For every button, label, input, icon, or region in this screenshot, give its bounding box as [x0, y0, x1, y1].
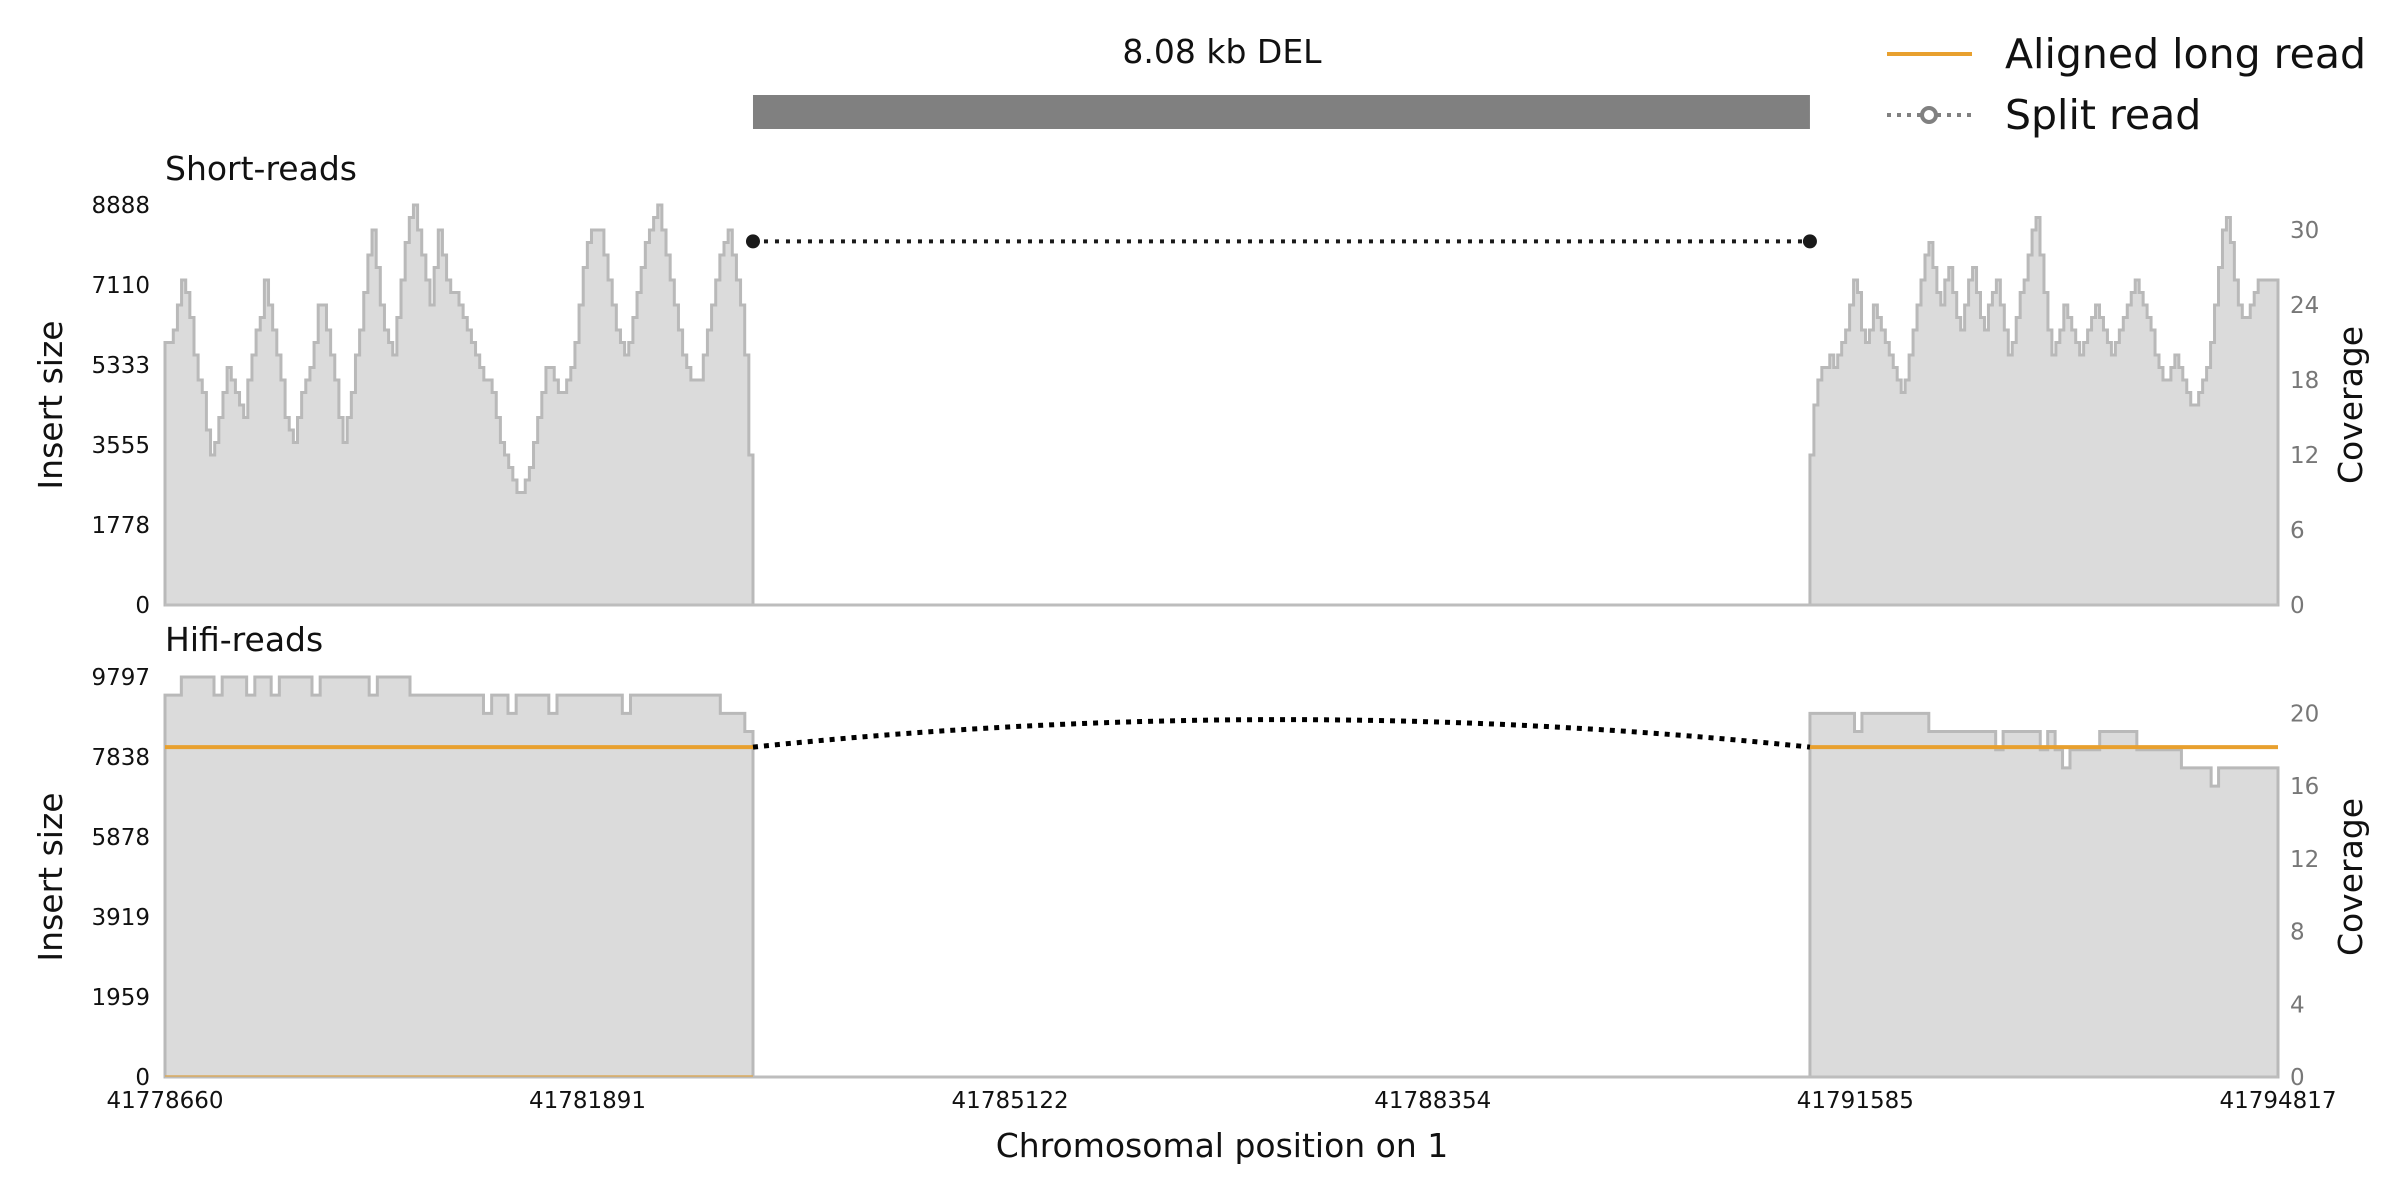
coverage-tick-label-panel-1: 24 [2290, 293, 2319, 319]
dotted-line-circle-icon [1887, 106, 1972, 124]
coverage-tick-label-panel-1: 30 [2290, 218, 2319, 244]
panel-title-hifi-reads: Hifi-reads [165, 620, 323, 659]
coverage-axis-label-short-reads: Coverage [2331, 326, 2370, 484]
legend: Aligned long read Split read [1887, 30, 2366, 139]
y-tick-label-panel-2: 7838 [91, 745, 150, 771]
y-tick-label-panel-2: 3919 [91, 905, 150, 931]
coverage-tick-label-panel-2: 20 [2290, 701, 2319, 727]
sv-label: 8.08 kb DEL [1122, 32, 1322, 71]
y-tick-label-panel-1: 8888 [91, 193, 150, 219]
x-tick-label: 41781891 [529, 1088, 646, 1114]
y-tick-label-panel-1: 3555 [91, 433, 150, 459]
coverage-axis-label-hifi-reads: Coverage [2331, 798, 2370, 956]
x-tick-label: 41778660 [106, 1088, 223, 1114]
coverage-tick-label-panel-2: 4 [2290, 992, 2305, 1018]
coverage-tick-label-panel-1: 6 [2290, 518, 2305, 544]
coverage-tick-label-panel-1: 18 [2290, 368, 2319, 394]
split-read-start-point [745, 234, 760, 249]
coverage-area-right-panel-1 [1808, 216, 2280, 607]
coverage-tick-label-panel-2: 0 [2290, 1065, 2305, 1091]
coverage-area-left-panel-1 [163, 203, 755, 607]
split-read-arc [752, 717, 1811, 750]
x-tick-label: 41794817 [2219, 1088, 2336, 1114]
y-tick-label-panel-1: 1778 [91, 513, 150, 539]
y-axis-label-hifi-reads: Insert size [31, 792, 70, 961]
x-tick-label: 41785122 [952, 1088, 1069, 1114]
plot-layer: 0 1778 3555 5333 7110 8888 0 6 12 18 24 30 0 1959 3919… [91, 193, 2336, 1114]
coverage-tick-label-panel-2: 16 [2290, 774, 2319, 800]
y-tick-label-panel-2: 9797 [91, 665, 150, 691]
coverage-tick-label-panel-2: 8 [2290, 920, 2305, 946]
coverage-tick-label-panel-2: 12 [2290, 847, 2319, 873]
y-tick-label-panel-1: 0 [135, 593, 150, 619]
y-axis-label-short-reads: Insert size [31, 320, 70, 489]
x-tick-label: 41788354 [1374, 1088, 1491, 1114]
legend-label-split-read: Split read [2005, 91, 2201, 139]
coverage-tick-label-panel-1: 0 [2290, 593, 2305, 619]
y-tick-label-panel-2: 1959 [91, 985, 150, 1011]
y-tick-label-panel-2: 0 [135, 1065, 150, 1091]
split-read-end-point [1802, 234, 1817, 249]
x-tick-label: 41791585 [1797, 1088, 1914, 1114]
coverage-tick-label-panel-1: 12 [2290, 443, 2319, 469]
y-tick-label-panel-2: 5878 [91, 825, 150, 851]
panel-title-short-reads: Short-reads [165, 149, 357, 188]
coverage-area-right-panel-2 [1808, 711, 2280, 1079]
y-tick-label-panel-1: 7110 [91, 273, 150, 299]
x-axis-label: Chromosomal position on 1 [996, 1126, 1449, 1165]
legend-label-long-read: Aligned long read [2005, 30, 2366, 78]
sv-bar [752, 95, 1810, 129]
y-tick-label-panel-1: 5333 [91, 353, 150, 379]
coverage-area-left-panel-2 [163, 675, 755, 1079]
